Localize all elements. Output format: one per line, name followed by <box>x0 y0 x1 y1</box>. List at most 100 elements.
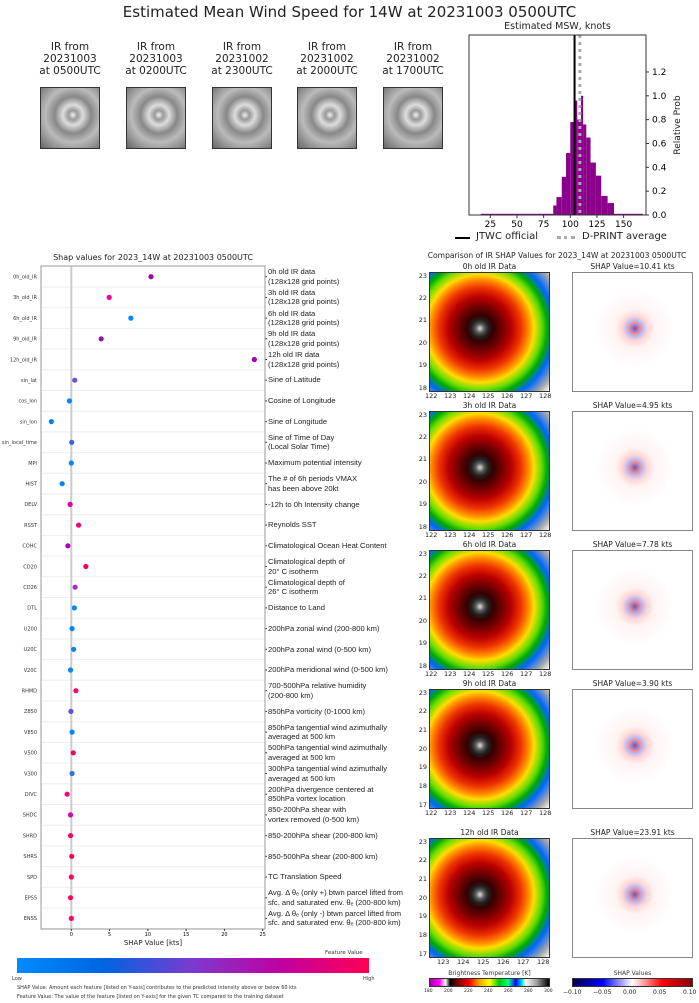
histogram-bar <box>570 122 575 215</box>
shap-colorbar-title: SHAP Values <box>613 970 652 977</box>
shap-point-SPD <box>68 874 74 880</box>
histogram-bar <box>561 176 567 215</box>
shap-panel-title: SHAP Value=10.41 kts <box>590 262 675 271</box>
ir-thumbnail-image <box>212 87 272 149</box>
feature-description: Sine of Longitude <box>268 416 328 426</box>
lat-tick-label: 19 <box>418 500 427 509</box>
histogram-bar <box>580 95 584 215</box>
histogram-ylabel: Relative Prob <box>673 95 683 155</box>
lat-tick-label: 23 <box>418 549 427 558</box>
thumbnail-label: IR from 20231002 at 2000UTC <box>296 41 358 77</box>
shap-x-tick-label: 20 <box>221 932 227 938</box>
shap-x-tick-label: 15 <box>183 932 189 938</box>
feature-code-label: MPI <box>28 461 37 467</box>
histogram-bar <box>601 195 608 215</box>
feature-description: Sine of Latitude <box>268 375 321 385</box>
histogram-x-tick-label: 25 <box>485 220 496 230</box>
lon-tick-label: 124 <box>463 392 476 400</box>
feature-description: 0h old IR data (128x128 grid points) <box>268 267 340 286</box>
feature-code-label: sin_local_time <box>2 440 37 446</box>
lon-tick-label: 126 <box>501 392 514 400</box>
shap-x-tick-label: 5 <box>108 932 111 938</box>
feature-code-label: SHRD <box>23 833 37 839</box>
histogram-bar <box>553 205 557 215</box>
lat-tick-label: 21 <box>418 316 427 325</box>
shap-cb-tick-label: −0.10 <box>563 989 582 996</box>
shap-point-RHMD <box>73 688 79 694</box>
ir-panel-title: 3h old IR Data <box>462 401 517 410</box>
feature-code-label: DIVC <box>25 792 38 798</box>
shap-panel-title: SHAP Value=23.91 kts <box>590 828 675 837</box>
feature-description: 200hPa zonal wind (0-500 km) <box>268 644 371 654</box>
lat-tick-label: 17 <box>418 800 427 809</box>
bt-tick-label: 280 <box>524 989 533 994</box>
shap-panel-title: SHAP Value=4.95 kts <box>592 401 673 410</box>
shap-point-V850 <box>69 729 75 735</box>
feature-code-label: Z850 <box>24 709 37 715</box>
lon-tick-label: 123 <box>444 531 457 539</box>
ir-image <box>429 689 550 809</box>
feature-description: 850hPa vorticity (0-1000 km) <box>268 706 366 716</box>
shap-point-cos_lon <box>66 398 73 404</box>
shap-point-HIST <box>59 481 65 487</box>
lon-tick-label: 123 <box>437 958 450 966</box>
shap-point-V500 <box>70 750 76 756</box>
feature-description: 200hPa divergence centered at 850hPa vor… <box>268 784 374 804</box>
lon-tick-label: 127 <box>520 670 533 678</box>
ir-panel-title: 12h old IR Data <box>460 828 519 837</box>
shap-point-DIVC <box>64 791 70 797</box>
histogram-chart: 25 50 75 100 125 150 0.0 0.2 0.4 0.6 0.8 1.0 1.2 <box>468 34 667 230</box>
bt-tick-label: 180 <box>424 989 433 994</box>
shap-point-COHC <box>65 543 71 549</box>
shap-point-RSST <box>75 522 82 528</box>
lat-tick-label: 19 <box>418 763 427 772</box>
feature-code-label: 6h_old_IR <box>13 316 37 322</box>
jtwc-legend-line <box>455 237 470 239</box>
feature-description: Avg. Δ θₑ (only +) btwn parcel lifted fr… <box>268 888 404 907</box>
shap-map <box>572 550 693 670</box>
lon-tick-label: 125 <box>482 531 495 539</box>
feature-code-label: sin_lat <box>21 378 37 384</box>
shap-cb-tick-label: 0.05 <box>653 989 667 996</box>
histogram-x-tick-label: 75 <box>538 220 549 230</box>
feature-description: Reynolds SST <box>268 520 317 530</box>
feature-description: 850hPa tangential wind azimuthally avera… <box>268 722 388 742</box>
ir-image <box>429 838 550 958</box>
ir-image <box>429 550 550 670</box>
feature-code-label: HIST <box>26 482 38 488</box>
figure-title: Estimated Mean Wind Speed for 14W at 202… <box>122 3 577 21</box>
lon-tick-label: 128 <box>537 958 550 966</box>
feature-code-label: DTL <box>27 606 37 612</box>
feature-code-label: sin_lon <box>20 419 37 425</box>
shap-x-tick-label: 25 <box>260 932 266 938</box>
lat-tick-label: 22 <box>418 707 427 716</box>
shap-point-SHRD <box>67 833 74 839</box>
lat-tick-label: 22 <box>418 293 427 302</box>
shap-point-0h_old_IR <box>148 274 154 280</box>
feature-code-label: cos_lon <box>18 399 37 405</box>
lat-tick-label: 20 <box>418 893 427 902</box>
bt-tick-label: 260 <box>504 989 513 994</box>
lon-tick-label: 125 <box>477 958 490 966</box>
shap-point-ENSS <box>68 915 74 922</box>
shap-point-DTL <box>71 605 77 611</box>
ir-image <box>429 411 550 531</box>
histogram-y-tick-label: 0.6 <box>652 139 667 149</box>
lat-tick-label: 18 <box>418 661 427 670</box>
feature-description: Maximum potential intensity <box>268 458 362 468</box>
lon-tick-label: 122 <box>425 670 438 678</box>
histogram-bar <box>590 162 596 215</box>
shap-point-U200 <box>69 626 75 632</box>
lon-tick-label: 126 <box>501 531 514 539</box>
dprint-legend-label: D-PRINT average <box>582 231 667 242</box>
histogram-bar <box>607 203 615 215</box>
shap-point-SHDC <box>67 812 74 818</box>
lat-tick-label: 22 <box>418 856 427 865</box>
footnote-feature: Feature Value: The value of the feature … <box>17 994 284 1000</box>
feature-code-label: V20C <box>24 668 38 674</box>
lat-tick-label: 18 <box>418 930 427 939</box>
lon-tick-label: 125 <box>482 670 495 678</box>
footnote-shap: SHAP Value: Amount each feature [listed … <box>17 985 297 991</box>
histogram-title: Estimated MSW, knots <box>504 21 611 32</box>
feature-description: 300hPa tangential wind azimuthally avera… <box>268 764 388 783</box>
